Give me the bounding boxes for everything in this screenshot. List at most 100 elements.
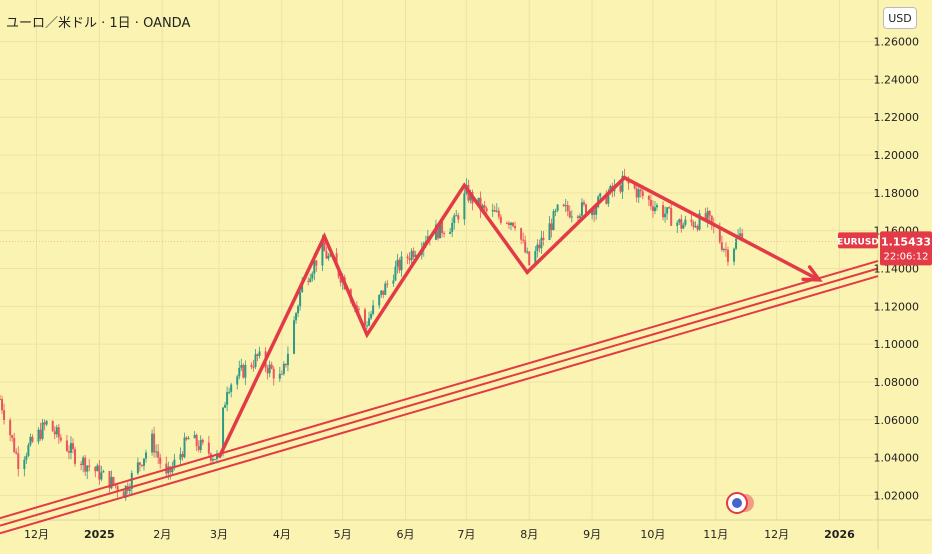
candle-body <box>45 420 48 425</box>
candle-body <box>122 491 125 498</box>
candle-body <box>278 373 281 379</box>
candle-body <box>299 292 302 307</box>
candle-body <box>394 266 397 281</box>
candle-body <box>250 364 253 367</box>
candle-body <box>595 207 598 215</box>
candle-body <box>696 226 699 230</box>
candle-body <box>528 251 531 266</box>
candle-body <box>138 462 141 465</box>
candle-body <box>270 364 273 369</box>
candle-body <box>684 219 687 225</box>
candle-body <box>495 210 498 212</box>
candle-body <box>678 219 681 223</box>
candle-body <box>15 452 18 454</box>
candle-body <box>207 442 210 454</box>
candle-body <box>392 280 395 284</box>
candle-body <box>676 222 679 226</box>
currency-button[interactable]: USD <box>883 7 917 29</box>
candle-body <box>434 224 437 240</box>
candle-body <box>412 250 415 257</box>
candle-body <box>552 211 555 231</box>
candle-body <box>96 465 99 472</box>
candle-body <box>98 465 101 480</box>
candle-body <box>585 204 588 216</box>
y-tick-label: 1.04000 <box>874 452 920 465</box>
candle-body <box>400 256 403 271</box>
candle-body <box>100 472 103 480</box>
candle-body <box>167 466 170 474</box>
candle-body <box>692 222 695 227</box>
candle-body <box>710 215 713 224</box>
candle-body <box>582 202 585 205</box>
candle-body <box>410 250 413 261</box>
candle-body <box>512 222 515 227</box>
candle-body <box>653 207 656 212</box>
candle-body <box>605 193 608 204</box>
candle-body <box>313 260 316 274</box>
candle-body <box>258 351 261 356</box>
x-tick-label: 2025 <box>84 528 115 541</box>
candle-body <box>540 237 543 249</box>
candle-body <box>463 193 466 220</box>
candle-body <box>680 219 683 229</box>
candle-body <box>197 445 200 450</box>
candle-body <box>720 242 723 250</box>
candle-body <box>84 457 87 472</box>
candle-body <box>396 259 399 267</box>
candle-body <box>256 354 259 356</box>
candle-body <box>31 436 34 442</box>
y-tick-label: 1.08000 <box>874 376 920 389</box>
candle-body <box>179 454 182 460</box>
x-tick-label: 11月 <box>703 528 728 541</box>
candle-body <box>580 202 583 216</box>
candle-body <box>199 439 202 450</box>
candle-body <box>479 197 482 211</box>
candle-body <box>116 485 119 492</box>
candle-body <box>339 276 342 283</box>
candle-body <box>593 209 596 215</box>
candle-body <box>43 422 46 425</box>
x-tick-label: 5月 <box>334 528 352 541</box>
candle-body <box>25 455 28 460</box>
candle-body <box>378 294 381 306</box>
candle-body <box>280 373 283 375</box>
candle-body <box>124 485 127 498</box>
candle-body <box>491 210 494 212</box>
candle-body <box>215 453 218 460</box>
trend-channel-line <box>0 267 879 527</box>
candle-body <box>520 228 523 240</box>
candle-body <box>169 466 172 473</box>
candle-body <box>726 249 729 262</box>
candle-body <box>51 420 54 432</box>
candle-body <box>655 205 658 208</box>
candle-body <box>181 454 184 458</box>
candle-body <box>576 216 579 219</box>
candle-body <box>67 451 70 453</box>
candle-body <box>71 443 74 450</box>
candle-body <box>718 226 721 243</box>
candle-body <box>39 429 42 439</box>
candle-body <box>536 244 539 252</box>
candle-body <box>534 251 537 266</box>
candle-body <box>136 462 139 473</box>
symbol-tag: EURUSD <box>837 237 879 247</box>
candle-body <box>366 325 369 327</box>
candle-body <box>230 384 233 392</box>
candle-body <box>9 420 12 436</box>
candle-body <box>562 204 565 207</box>
candle-body <box>554 210 557 212</box>
candle-body <box>57 427 60 438</box>
candle-body <box>80 463 83 466</box>
candle-body <box>698 213 701 230</box>
candle-body <box>142 458 145 466</box>
candle-body <box>157 451 160 458</box>
x-tick-label: 12月 <box>764 528 789 541</box>
candle-body <box>497 210 500 217</box>
candle-body <box>69 443 72 453</box>
candle-body <box>398 259 401 271</box>
candle-body <box>641 191 644 197</box>
y-tick-label: 1.18000 <box>874 187 920 200</box>
x-tick-label: 4月 <box>273 528 291 541</box>
